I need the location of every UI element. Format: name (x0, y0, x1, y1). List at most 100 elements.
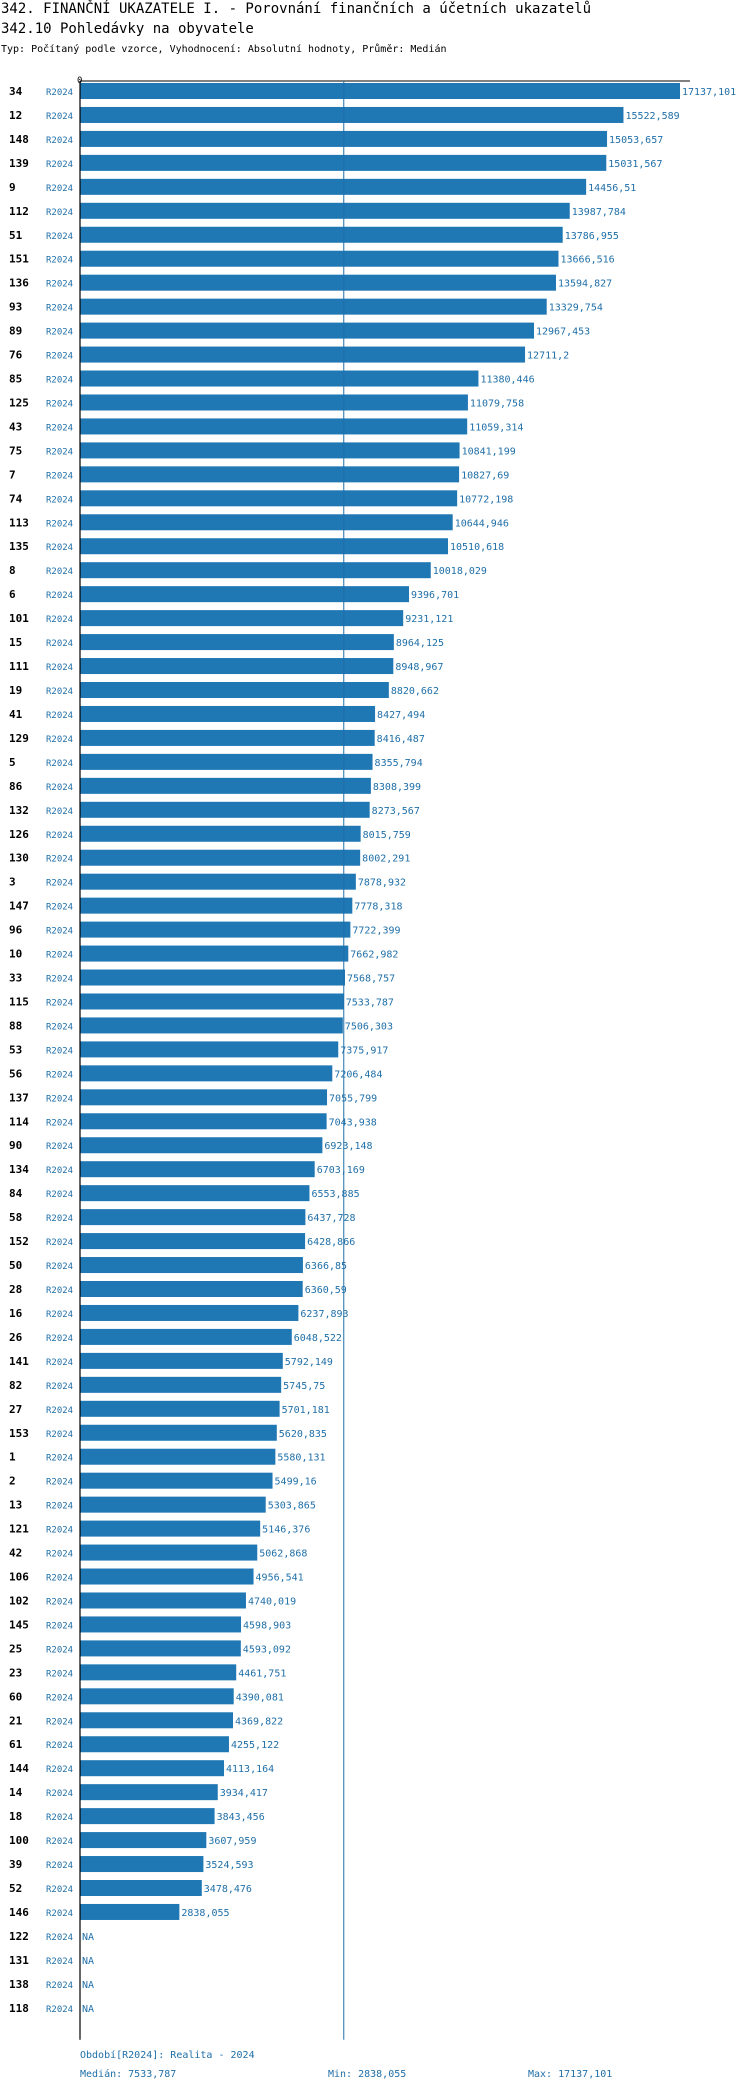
row-id-label: 28 (9, 1283, 22, 1296)
bar (80, 945, 349, 962)
row-period-label: R2024 (46, 567, 73, 577)
row-id-label: 144 (9, 1762, 29, 1775)
value-label: 8948,967 (395, 662, 443, 673)
bar (80, 682, 389, 698)
bar (80, 370, 479, 387)
value-label: 5701,181 (282, 1405, 330, 1416)
bar (80, 418, 468, 435)
row-id-label: 85 (9, 373, 22, 386)
value-label: 13329,754 (549, 303, 603, 314)
value-label: 14456,51 (588, 183, 636, 194)
row-period-label: R2024 (46, 1981, 73, 1991)
bar (80, 586, 409, 603)
row-id-label: 19 (9, 684, 22, 697)
row-period-label: R2024 (46, 1406, 73, 1416)
row-id-label: 33 (9, 972, 22, 985)
row-period-label: R2024 (46, 1382, 73, 1392)
row-id-label: 148 (9, 133, 29, 146)
row-period-label: R2024 (46, 1574, 73, 1584)
value-label: 6703,169 (317, 1165, 365, 1176)
value-label: 12711,2 (527, 351, 569, 362)
row-period-label: R2024 (46, 1046, 73, 1056)
bar (80, 1880, 202, 1896)
row-id-label: 50 (9, 1259, 22, 1272)
row-period-label: R2024 (46, 1190, 73, 1200)
value-label: 4113,164 (226, 1764, 274, 1775)
row-period-label: R2024 (46, 1286, 73, 1296)
row-period-label: R2024 (46, 1621, 73, 1631)
row-id-label: 27 (9, 1403, 22, 1416)
row-period-label: R2024 (46, 1909, 73, 1919)
row-period-label: R2024 (46, 423, 73, 433)
row-id-label: 14 (9, 1786, 23, 1799)
row-id-label: 8 (9, 564, 16, 577)
value-label: NA (82, 2004, 94, 2015)
row-id-label: 129 (9, 732, 29, 745)
row-period-label: R2024 (46, 1765, 73, 1775)
bar (80, 1257, 303, 1274)
row-id-label: 88 (9, 1019, 22, 1032)
value-label: 4255,122 (231, 1740, 279, 1751)
row-id-label: 122 (9, 1930, 29, 1943)
bar (80, 1352, 283, 1369)
row-id-label: 113 (9, 516, 29, 529)
row-id-label: 41 (9, 708, 23, 721)
row-period-label: R2024 (46, 1717, 73, 1727)
row-period-label: R2024 (46, 998, 73, 1008)
value-label: 11079,758 (470, 398, 524, 409)
row-period-label: R2024 (46, 1693, 73, 1703)
value-label: 5062,868 (259, 1549, 307, 1560)
bar (80, 1664, 237, 1681)
bar (80, 298, 547, 315)
row-period-label: R2024 (46, 1669, 73, 1679)
row-id-label: 56 (9, 1067, 23, 1080)
row-period-label: R2024 (46, 1262, 73, 1272)
row-period-label: R2024 (46, 735, 73, 745)
bar (80, 1640, 241, 1657)
value-label: 10510,618 (450, 542, 504, 553)
row-period-label: R2024 (46, 376, 73, 386)
bar (80, 1760, 225, 1777)
value-label: 5620,835 (279, 1429, 327, 1440)
row-period-label: R2024 (46, 903, 73, 913)
value-label: 10018,029 (433, 566, 487, 577)
row-period-label: R2024 (46, 136, 73, 146)
bar (80, 1616, 242, 1633)
value-label: 3934,417 (220, 1788, 268, 1799)
row-id-label: 101 (9, 612, 29, 625)
row-period-label: R2024 (46, 471, 73, 481)
row-period-label: R2024 (46, 1166, 73, 1176)
row-id-label: 13 (9, 1499, 22, 1512)
row-id-label: 2 (9, 1475, 16, 1488)
value-label: 12967,453 (536, 327, 590, 338)
value-label: 5745,75 (283, 1381, 325, 1392)
row-id-label: 146 (9, 1906, 29, 1919)
value-label: 8002,291 (362, 854, 410, 865)
row-id-label: 132 (9, 804, 29, 817)
row-id-label: 112 (9, 205, 29, 218)
row-id-label: 51 (9, 229, 23, 242)
footer-period: Období[R2024]: Realita - 2024 (80, 2050, 255, 2061)
value-label: 8416,487 (377, 734, 425, 745)
row-period-label: R2024 (46, 1454, 73, 1464)
row-period-label: R2024 (46, 447, 73, 457)
row-id-label: 25 (9, 1642, 22, 1655)
row-id-label: 39 (9, 1858, 22, 1871)
bar (80, 322, 535, 339)
bar (80, 1161, 315, 1178)
bar (80, 178, 587, 195)
row-id-label: 74 (9, 492, 23, 505)
row-period-label: R2024 (46, 519, 73, 529)
row-period-label: R2024 (46, 1310, 73, 1320)
row-period-label: R2024 (46, 1789, 73, 1799)
row-period-label: R2024 (46, 1837, 73, 1847)
row-period-label: R2024 (46, 759, 73, 769)
bar (80, 538, 448, 555)
chart-title: 342. FINANČNÍ UKAZATELE I. - Porovnání f… (1, 1, 592, 17)
bar (80, 993, 344, 1010)
row-id-label: 82 (9, 1379, 22, 1392)
bar (80, 514, 453, 531)
value-label: 6237,893 (300, 1309, 348, 1320)
bar (80, 1089, 328, 1106)
value-label: 7662,982 (350, 950, 398, 961)
